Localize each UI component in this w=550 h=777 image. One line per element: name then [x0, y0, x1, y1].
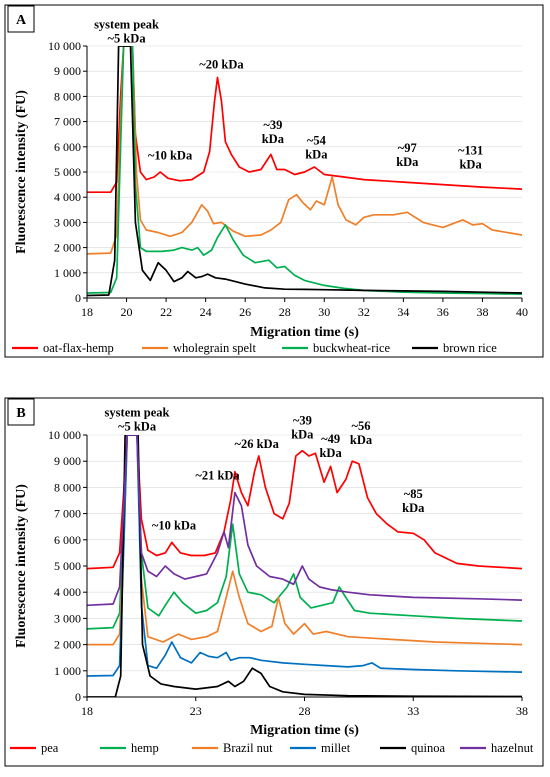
legend-label: brown rice — [443, 341, 497, 355]
peak-annotation: ~10 kDa — [152, 518, 197, 532]
y-tick-label: 3 000 — [54, 611, 81, 625]
x-tick-label: 18 — [81, 704, 93, 718]
y-tick-label: 2 000 — [54, 638, 81, 652]
x-tick-label: 22 — [160, 305, 172, 319]
peak-annotation: ~54 — [307, 133, 327, 147]
x-tick-label: 38 — [476, 305, 488, 319]
peak-annotation: kDa — [262, 132, 285, 146]
x-axis-title: Migration time (s) — [250, 723, 359, 738]
panel-frame — [4, 4, 544, 358]
y-tick-label: 2 000 — [54, 241, 81, 255]
peak-annotation: ~20 kDa — [199, 58, 244, 72]
panel-label-box — [7, 398, 35, 426]
panel-label: B — [16, 406, 25, 421]
x-axis-title: Migration time (s) — [250, 325, 359, 340]
panel-b: B 0 1 000 2 000 3 000 4 000 5 000 6 000 7 000 8 0… — [4, 397, 544, 767]
series-line-wholegrain-spelt — [87, 46, 522, 255]
y-tick-label: 1 000 — [54, 664, 81, 678]
peak-annotation: ~97 — [398, 141, 417, 155]
peak-annotation: kDa — [319, 446, 342, 460]
series-line-quinoa — [87, 435, 522, 697]
y-tick-label: 4 000 — [54, 190, 81, 204]
x-tick-label: 23 — [190, 704, 202, 718]
peak-annotation: kDa — [350, 433, 373, 447]
series-line-pea — [87, 435, 522, 570]
panel-frame — [4, 397, 544, 767]
x-tick-label: 20 — [121, 305, 133, 319]
peak-annotation: ~49 — [321, 432, 340, 446]
y-tick-label: 0 — [75, 690, 81, 704]
y-tick-label: 9 000 — [54, 64, 81, 78]
x-tick-label: 26 — [239, 305, 251, 319]
peak-annotation: ~39 — [263, 118, 282, 132]
x-tick-label: 33 — [407, 704, 419, 718]
y-tick-label: 9 000 — [54, 454, 81, 468]
panel-a: A 0 1 000 2 000 3 000 4 000 5 000 6 000 7 000 8 0… — [4, 4, 544, 358]
legend-label: hazelnut — [491, 741, 534, 755]
peak-annotation: ~5 kDa — [118, 420, 157, 434]
peak-annotation: ~10 kDa — [148, 148, 193, 162]
peak-annotation: kDa — [396, 155, 419, 169]
peak-annotation: kDa — [305, 147, 328, 161]
peak-annotation: kDa — [291, 428, 314, 442]
legend-label: buckwheat-rice — [313, 341, 390, 355]
legend-label: hemp — [131, 741, 159, 755]
legend-label: pea — [41, 741, 59, 755]
series-line-millet — [87, 435, 522, 677]
legend-label: millet — [321, 741, 351, 755]
y-axis-title: Fluorescence intensity (FU) — [14, 484, 29, 648]
peak-annotation: ~39 — [293, 414, 312, 428]
y-tick-label: 7 000 — [54, 507, 81, 521]
y-tick-label: 5 000 — [54, 559, 81, 573]
y-tick-label: 6 000 — [54, 533, 81, 547]
peak-annotation: ~56 — [352, 419, 371, 433]
peak-annotation: kDa — [402, 501, 425, 515]
x-tick-label: 30 — [318, 305, 330, 319]
y-tick-label: 6 000 — [54, 140, 81, 154]
x-tick-label: 34 — [397, 305, 409, 319]
peak-annotation: ~26 kDa — [234, 437, 279, 451]
panel-label-box — [7, 5, 35, 33]
series-line-brown-rice — [87, 46, 522, 297]
series-line-hazelnut — [87, 435, 522, 607]
x-tick-label: 38 — [516, 704, 528, 718]
x-tick-label: 36 — [437, 305, 449, 319]
y-tick-label: 10 000 — [48, 428, 81, 442]
legend-label: wholegrain spelt — [173, 341, 256, 355]
x-tick-label: 18 — [81, 305, 93, 319]
y-tick-label: 7 000 — [54, 115, 81, 129]
legend-label: oat-flax-hemp — [43, 341, 114, 355]
y-tick-label: 8 000 — [54, 89, 81, 103]
peak-annotation: system peak — [94, 17, 159, 31]
peak-annotation: ~21 kDa — [195, 469, 240, 483]
peak-annotation: ~5 kDa — [107, 31, 146, 45]
peak-annotation: kDa — [459, 157, 482, 171]
y-axis-title: Fluorescence intensity (FU) — [14, 90, 29, 254]
y-tick-label: 0 — [75, 291, 81, 305]
x-tick-label: 24 — [200, 305, 212, 319]
x-tick-label: 40 — [516, 305, 528, 319]
y-tick-label: 5 000 — [54, 165, 81, 179]
y-tick-label: 10 000 — [48, 39, 81, 53]
series-line-brazil-nut — [87, 435, 522, 646]
y-tick-label: 1 000 — [54, 266, 81, 280]
x-tick-label: 28 — [279, 305, 291, 319]
panel-label: A — [16, 13, 27, 28]
peak-annotation: ~131 — [458, 143, 483, 157]
legend-label: Brazil nut — [223, 741, 273, 755]
series-line-buckwheat-rice — [87, 46, 522, 296]
peak-annotation: ~85 — [404, 487, 423, 501]
y-tick-label: 3 000 — [54, 215, 81, 229]
y-tick-label: 8 000 — [54, 480, 81, 494]
peak-annotation: system peak — [105, 406, 170, 420]
series-line-oat-flax-hemp — [87, 46, 522, 194]
x-tick-label: 32 — [358, 305, 370, 319]
x-tick-label: 28 — [299, 704, 311, 718]
y-tick-label: 4 000 — [54, 585, 81, 599]
legend-label: quinoa — [411, 741, 445, 755]
